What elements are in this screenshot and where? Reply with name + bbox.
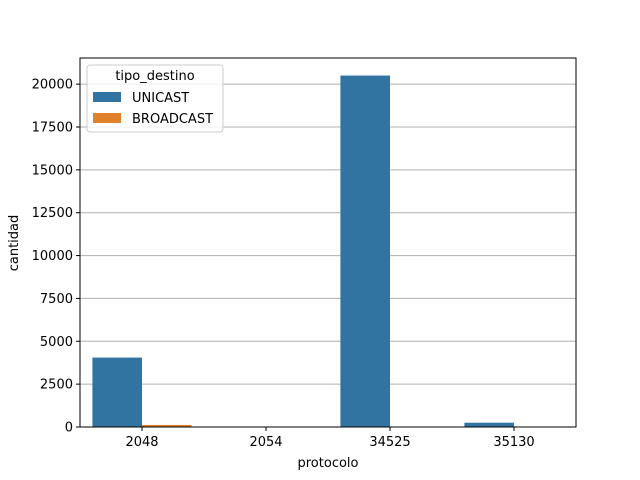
legend-swatch-broadcast [93,113,121,123]
y-tick-label: 17500 [32,121,73,136]
y-tick-label: 15000 [32,163,73,178]
y-tick-label: 20000 [32,78,73,93]
legend-swatch-unicast [93,92,121,102]
y-tick-label: 7500 [40,292,73,307]
legend: tipo_destino UNICAST BROADCAST [86,64,224,133]
legend-label-broadcast: BROADCAST [132,112,213,127]
y-tick-label: 0 [65,421,73,436]
y-tick-label: 5000 [40,335,73,350]
plot-frame [79,57,577,428]
bar-unicast-35130 [464,422,514,427]
y-tick-label: 2500 [40,378,73,393]
bars [92,75,514,428]
y-tick-label: 12500 [32,206,73,221]
x-tick-label: 2054 [249,435,282,450]
y-axis-title: cantidad [7,215,22,272]
x-tick-label: 2048 [125,435,158,450]
legend-label-unicast: UNICAST [132,91,189,106]
axes: 0 2500 5000 7500 10000 12500 15000 17500 20000 20… [32,57,577,450]
x-axis-title: protocolo [298,456,359,471]
x-tick-label: 34525 [369,435,410,450]
legend-title: tipo_destino [115,69,194,84]
bar-broadcast-2048 [142,424,192,427]
bar-unicast-34525 [340,75,390,428]
x-tick-label: 35130 [493,435,534,450]
y-tick-label: 10000 [32,249,73,264]
bar-unicast-2048 [92,357,142,427]
